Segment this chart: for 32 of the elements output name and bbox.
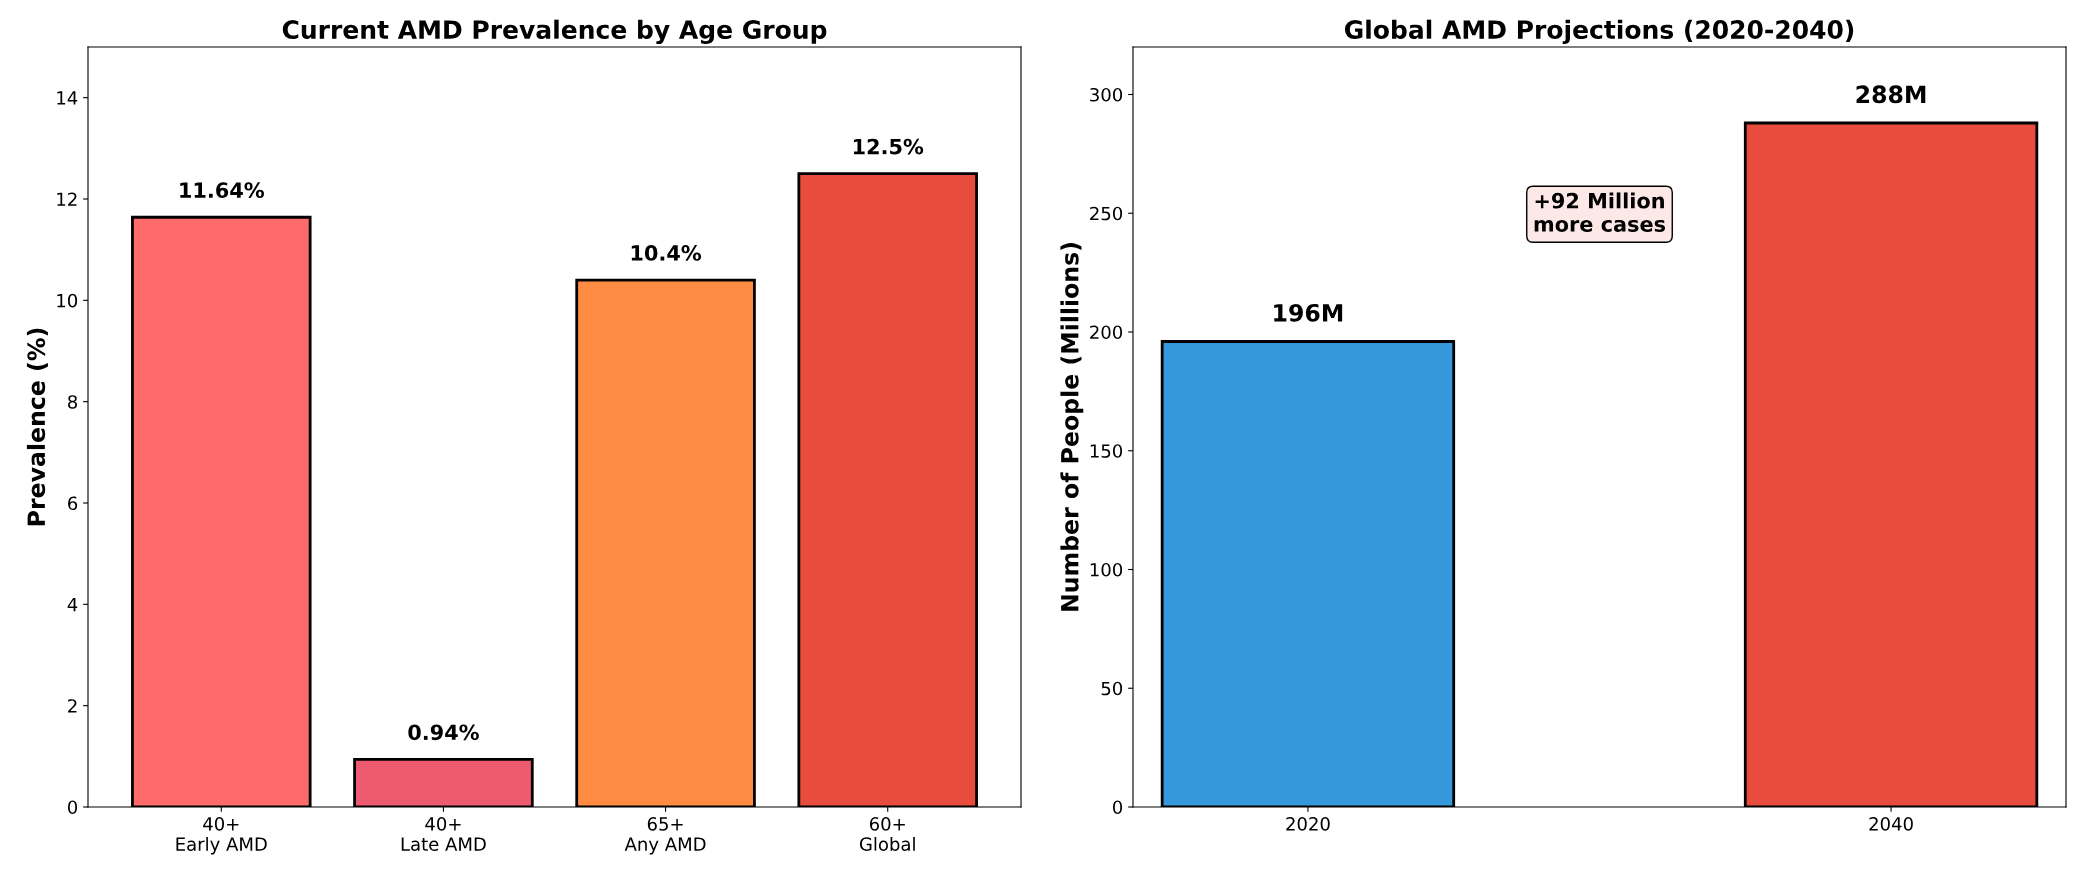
data-label: 196M [1274,303,1343,322]
chart-title: Current AMD Prevalence by Age Group [282,19,827,45]
data-label: 11.64% [180,182,265,198]
y-axis-title: Prevalence (%) [26,328,48,526]
y-tick-label: 100 [1090,562,1123,577]
x-tick-label: 2020 [1286,817,1330,831]
y-tick-label: 10 [57,293,78,308]
y-tick-label: 150 [1090,444,1123,458]
y-tick-label: 200 [1090,325,1123,340]
data-label: 0.94% [408,724,479,741]
data-label: 12.5% [853,138,924,155]
y-tick-label: 12 [57,192,77,206]
y-tick-label: 250 [1090,206,1123,221]
y-tick-label: 0 [1112,800,1123,815]
y-tick-label: 2 [68,699,77,713]
data-label: 10.4% [631,245,702,261]
y-tick-label: 14 [57,91,78,105]
y-tick-label: 300 [1090,87,1123,102]
data-label: 288M [1856,85,1926,104]
x-tick-label: 60+ Global [859,817,915,851]
x-tick-label: 2040 [1869,817,1913,831]
annotation: +92 Million more cases [1534,192,1666,232]
x-tick-label: 40+ Early AMD [176,817,267,855]
chart-title: Global AMD Projections (2020-2040) [1344,19,1854,45]
y-tick-label: 0 [67,800,78,815]
y-tick-label: 8 [68,395,78,409]
x-tick-label: 40+ Late AMD [401,817,486,851]
y-axis-title: Number of People (Millions) [1060,243,1084,611]
y-tick-label: 4 [67,598,78,612]
x-tick-label: 65+ Any AMD [624,817,706,855]
y-tick-label: 50 [1101,681,1123,696]
y-tick-label: 6 [68,496,78,511]
